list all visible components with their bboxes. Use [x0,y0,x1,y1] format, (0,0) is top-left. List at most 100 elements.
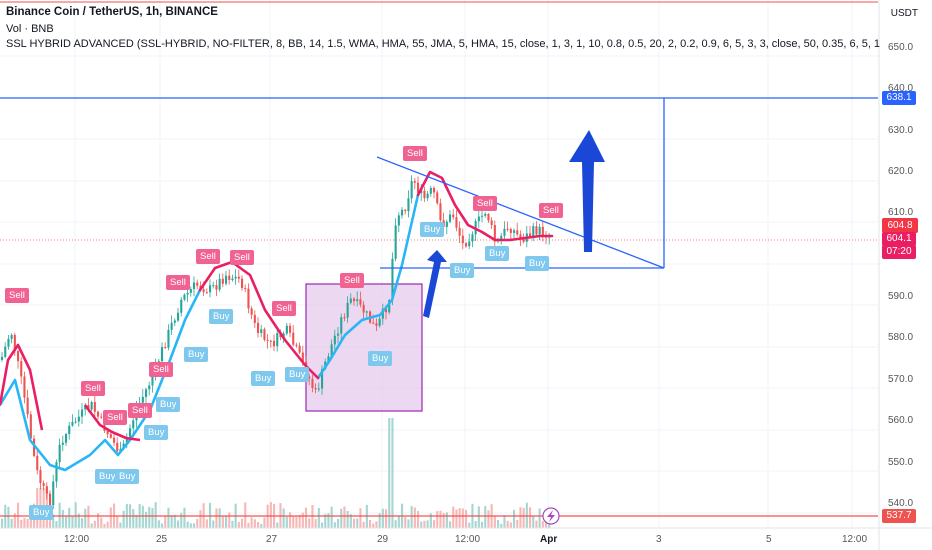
volume-bar [343,506,346,528]
candle-body [55,462,58,482]
up-arrow-small [423,250,447,318]
volume-bar [231,520,234,528]
candle-body [71,422,74,426]
volume-bar [493,516,496,528]
volume-bar [90,523,93,528]
volume-bar [484,506,487,528]
volume-bar [369,519,372,528]
candle-body [13,334,16,352]
volume-bar [215,508,218,528]
volume-bar [436,511,439,528]
candle-body [77,416,80,422]
candle-body [202,289,205,293]
trade-drawings[interactable] [0,97,878,269]
candle-body [353,298,356,302]
candle-body [177,312,180,321]
candle-body [253,314,256,323]
candle-body [487,214,490,221]
candle-body [477,216,480,222]
volume-bar [145,511,148,528]
candle-body [1,356,4,360]
volume-bar [378,513,381,528]
candle-body [372,322,375,324]
buy-signal: Buy [29,505,54,520]
volume-bar [298,514,301,528]
volume-bar [253,519,256,528]
candle-body [417,182,420,194]
candle-body [519,234,522,240]
candle-body [321,369,324,389]
bottom-price-tag[interactable]: 537.7 [882,509,916,523]
candle-body [141,396,144,403]
candle-body [97,411,100,417]
candle-body [356,299,359,302]
volume-bar [391,418,394,528]
candle-body [228,275,231,280]
volume-bar [154,502,157,528]
candle-body [292,332,295,345]
y-tick: 620.0 [888,166,914,177]
candle-body [410,181,413,199]
volume-bar [506,520,509,528]
x-tick: 25 [156,534,168,545]
y-tick: 540.0 [888,498,914,509]
candle-body [401,209,404,216]
volume-bar [445,512,448,528]
volume-bar [74,502,77,528]
volume-bar [116,516,119,528]
candle-body [375,323,378,326]
volume-bar [455,509,458,528]
volume-bar [474,521,477,528]
candle-body [157,361,160,363]
volume-legend[interactable]: Vol · BNB [6,23,54,35]
volume-bar [327,513,330,528]
candle-body [289,325,292,333]
current-price-tag[interactable]: 604.1 [882,232,916,246]
volume-bar [209,502,212,528]
sell-signal: Sell [166,275,190,290]
volume-bar [426,520,429,528]
candle-body [87,405,90,410]
sell-signal: Sell [230,250,254,265]
candle-body [109,434,112,438]
candle-body [295,344,298,346]
volume-bar [122,510,125,528]
volume-bar [167,507,170,528]
volume-bar [385,509,388,528]
candle-body [461,235,464,244]
candle-body [529,233,532,237]
candle-body [452,214,455,218]
volume-bar [381,508,384,528]
symbol-title[interactable]: Binance Coin / TetherUS, 1h, BINANCE [6,6,218,18]
candle-body [241,278,244,288]
candle-body [308,376,311,379]
bolt-icon[interactable] [542,507,560,525]
volume-bar [324,514,327,528]
descending-trendline[interactable] [376,156,665,269]
candle-body [52,481,55,506]
candle-body [23,376,26,398]
volume-bar [58,502,61,528]
sell-signal: Sell [5,288,29,303]
candle-body [445,221,448,227]
volume-bar [205,519,208,528]
indicator-legend[interactable]: SSL HYBRID ADVANCED (SSL-HYBRID, NO-FILT… [6,38,880,50]
candle-body [388,300,391,313]
target-price-tag[interactable]: 638.1 [882,91,916,105]
buy-signal: Buy [115,469,140,484]
currency-label[interactable]: USDT [890,8,918,19]
last-price-tag[interactable]: 604.8 [882,218,918,233]
volume-bar [183,507,186,528]
candle-body [397,215,400,226]
volume-bar [519,507,522,528]
sell-signal: Sell [196,249,220,264]
buy-signal: Buy [450,263,475,278]
y-tick: 640.0 [888,83,914,94]
volume-bar [532,516,535,528]
candle-body [164,347,167,349]
volume-bar [429,513,432,528]
bar-countdown-tag: 07:20 [882,245,916,259]
volume-bar [362,521,365,528]
candle-body [132,420,135,429]
